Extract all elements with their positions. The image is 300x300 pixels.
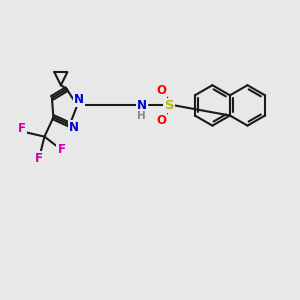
- Text: S: S: [164, 99, 174, 112]
- Text: F: F: [18, 122, 26, 135]
- Text: F: F: [34, 152, 43, 164]
- Text: N: N: [69, 121, 79, 134]
- Text: N: N: [74, 93, 84, 106]
- Text: F: F: [57, 143, 65, 156]
- Text: O: O: [156, 114, 166, 127]
- Text: H: H: [137, 111, 146, 121]
- Text: O: O: [156, 84, 166, 97]
- Text: N: N: [137, 99, 147, 112]
